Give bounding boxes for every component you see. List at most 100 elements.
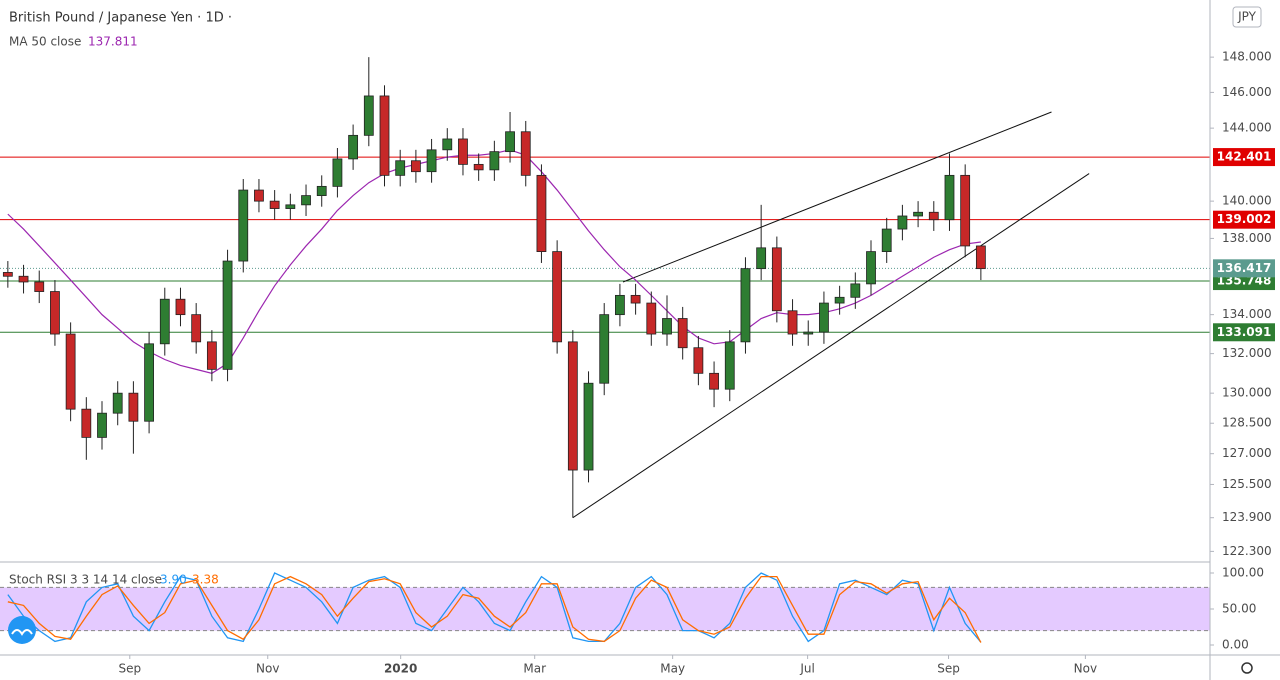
candle-body: [458, 138, 468, 165]
settings-icon[interactable]: [1241, 662, 1253, 674]
price-tag: [1213, 210, 1275, 229]
candle-body: [771, 247, 782, 312]
y-tick-label: 148.000: [1222, 50, 1272, 64]
candle-body: [426, 149, 437, 173]
y-tick-label: 128.500: [1222, 416, 1272, 430]
x-tick-label: Sep: [937, 662, 960, 676]
ma-value: 137.811: [88, 35, 138, 49]
candle-body: [332, 158, 343, 187]
candle-body: [960, 174, 971, 247]
candle-body: [442, 138, 453, 151]
candle-body: [316, 185, 327, 196]
price-tag-label: 142.401: [1217, 150, 1272, 164]
candle-body: [489, 151, 500, 171]
currency[interactable]: JPY: [1237, 10, 1257, 24]
currency-box[interactable]: [1232, 6, 1262, 28]
candle-body: [191, 314, 202, 343]
ma-title: MA 50 close: [9, 35, 81, 49]
stoch-tick-label: 100.00: [1222, 566, 1264, 580]
candle-body: [756, 247, 767, 270]
candle-body: [348, 134, 359, 160]
price-tag: [1213, 259, 1275, 278]
candle-body: [254, 189, 264, 202]
stoch-band: [0, 587, 1210, 631]
candle-body: [269, 200, 280, 209]
candle-body: [159, 298, 170, 345]
y-tick-label: 130.000: [1222, 386, 1272, 400]
candle-body: [787, 310, 798, 335]
candle-body: [897, 215, 908, 230]
candle-body: [379, 95, 390, 176]
candle-body: [662, 318, 672, 335]
candle-body: [301, 195, 311, 206]
candle-body: [2, 272, 13, 277]
y-tick-label: 140.000: [1222, 194, 1272, 208]
candle-body: [834, 296, 845, 304]
candle-body: [363, 95, 374, 136]
candle-body: [144, 343, 154, 422]
price-tag-label: 133.091: [1217, 325, 1272, 339]
stoch-line: [7, 575, 982, 643]
y-tick-label: 127.000: [1222, 446, 1272, 460]
trend-line: [622, 111, 1052, 283]
candle-body: [206, 341, 217, 370]
y-tick-label: 122.300: [1222, 544, 1272, 558]
candle-body: [944, 174, 955, 221]
x-tick-label: Nov: [256, 662, 279, 676]
candle-body: [238, 189, 249, 262]
candle-body: [65, 333, 76, 410]
x-tick-label: Nov: [1074, 662, 1097, 676]
candle-body: [724, 341, 735, 390]
candle-body: [866, 251, 876, 285]
candle-body: [410, 160, 421, 173]
candle-body: [128, 392, 139, 422]
candle-body: [285, 204, 296, 209]
candle-body: [520, 131, 531, 176]
candle-body: [222, 260, 233, 370]
candle-body: [395, 160, 406, 176]
candle-body: [18, 275, 29, 283]
x-tick-label: Jul: [799, 662, 814, 676]
candle-body: [850, 283, 861, 298]
candle-body: [97, 412, 107, 438]
y-tick-label: 132.000: [1222, 346, 1272, 360]
candle-body: [740, 268, 751, 343]
candle-body: [536, 174, 547, 253]
price-tag-label: 139.002: [1217, 212, 1272, 226]
candle-body: [505, 131, 515, 153]
candle-body: [677, 318, 688, 349]
chart-title: British Pound / Japanese Yen · 1D ·: [9, 11, 232, 26]
y-tick-label: 134.000: [1222, 307, 1272, 321]
candle-body: [913, 211, 923, 217]
candle-body: [881, 228, 892, 253]
x-tick-label: 2020: [384, 662, 417, 676]
stoch-tick-label: 50.00: [1222, 602, 1256, 616]
candle-body: [693, 347, 704, 374]
candle-body: [599, 314, 610, 384]
candle-body: [567, 341, 578, 471]
x-tick-label: May: [660, 662, 685, 676]
plot: [0, 57, 1210, 643]
price-tag-label: 136.417: [1217, 261, 1272, 275]
y-tick-label: 144.000: [1222, 121, 1272, 135]
candle-body: [615, 294, 625, 316]
y-tick-label: 123.900: [1222, 510, 1272, 524]
candle-body: [803, 331, 814, 335]
candle-body: [975, 245, 986, 270]
y-tick-label: 146.000: [1222, 85, 1272, 99]
logo[interactable]: [8, 616, 36, 644]
price-tag: [1213, 148, 1275, 167]
price-tag: [1213, 323, 1275, 342]
candle-body: [112, 392, 123, 414]
logo-mark: [11, 629, 33, 636]
x-tick-label: Mar: [523, 662, 546, 676]
candle-body: [630, 294, 641, 304]
candle-body: [81, 408, 92, 438]
candle-body: [646, 302, 657, 335]
candle-body: [819, 302, 829, 333]
d-value: 3.38: [192, 573, 219, 587]
candle-body: [50, 291, 60, 335]
